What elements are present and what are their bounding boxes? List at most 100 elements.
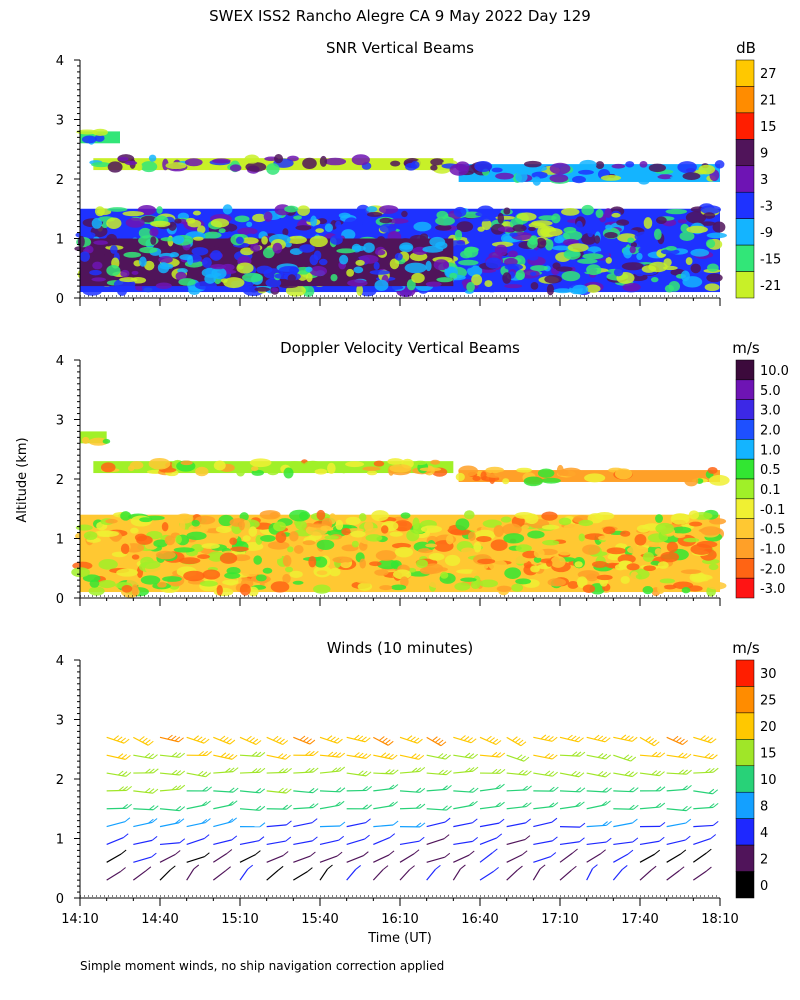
wind-barb [347,869,356,880]
wind-barb [533,822,552,826]
wind-barb [640,737,654,745]
wind-barb [293,807,313,808]
heatmap-cell [139,517,152,522]
heatmap-cell [287,546,293,552]
colorbar-swatch [736,766,754,792]
heatmap-cell [561,208,579,216]
wind-barb-flag [232,755,237,759]
wind-barb [213,840,231,845]
wind-barb [480,806,500,809]
colorbar-label: 10.0 [760,364,789,379]
heatmap-cell [299,244,315,253]
heatmap-cell [524,476,543,486]
wind-barb-flag [571,771,576,775]
wind-barb [507,823,526,827]
heatmap-cell [563,227,576,233]
wind-barb-flag [602,772,607,776]
wind-barb-flag [121,868,126,872]
heatmap-cell [426,282,442,287]
wind-barb [107,872,121,881]
heatmap-cell [686,226,708,234]
winds-panel-title: Winds (10 minutes) [327,639,474,657]
heatmap-cell [91,162,110,167]
heatmap-cell [435,225,451,231]
heatmap-cell [289,531,298,541]
heatmap-cell [381,525,388,533]
heatmap-cell [370,270,390,275]
heatmap-cell [486,258,502,269]
wind-barb-flag [571,736,576,740]
heatmap-cell [162,576,182,582]
wind-barb [667,823,686,827]
heatmap-cell [474,161,492,172]
colorbar-swatch [736,819,754,845]
heatmap-cell [678,219,687,223]
colorbar-label: -0.5 [760,523,785,538]
wind-barb [667,789,687,790]
wind-barb-flag [176,771,181,775]
heatmap-cell [107,207,127,212]
wind-barb [560,853,573,862]
snr-colorbar: 27211593-3-9-15-21 [736,60,781,298]
heatmap-cell [654,229,662,240]
wind-barb [187,869,194,880]
heatmap-cell [119,277,137,282]
wind-barb [533,869,540,880]
wind-barb-flag [460,736,465,740]
heatmap-cell [165,535,175,545]
heatmap-cell [156,283,172,289]
heatmap-cell [313,584,331,593]
wind-barb-flag [632,773,637,777]
heatmap-cell [411,273,425,283]
heatmap-cell [157,582,167,588]
heatmap-cell [260,535,276,542]
wind-barb-flag [362,771,367,775]
heatmap-cell [261,236,268,245]
wind-barb-flag [145,740,150,744]
heatmap-cell [242,273,263,282]
wind-barb [693,853,706,862]
wind-barb-flag [283,852,288,856]
heatmap-cell [99,559,118,570]
wind-barb-flag [393,821,398,825]
heatmap-cell [150,236,156,245]
heatmap-cell [707,232,727,238]
heatmap-cell [660,578,675,583]
y-tick-label: 2 [56,773,64,788]
heatmap-cell [550,174,569,183]
heatmap-cell [401,512,411,518]
wind-barb-flag [681,850,686,854]
heatmap-cell [530,272,536,276]
doppler-panel-title: Doppler Velocity Vertical Beams [280,339,520,357]
wind-barb-flag [522,771,527,775]
wind-barb-flag [340,753,345,757]
heatmap-cell [123,252,141,258]
wind-barb-flag [519,770,524,774]
heatmap-cell [136,535,153,544]
wind-barb-flag [337,739,342,743]
heatmap-cell [369,561,381,566]
wind-barb-flag [517,866,522,870]
heatmap-cell [617,233,637,242]
heatmap-cell [530,265,548,271]
heatmap-cell [706,239,715,248]
heatmap-cell [471,581,480,589]
heatmap-cell [178,278,195,286]
heatmap-cell [552,262,560,269]
colorbar-swatch [736,519,754,539]
heatmap-cell [429,553,445,561]
colorbar-label: 20 [760,720,777,735]
wind-barb [373,838,389,845]
wind-barb-flag [419,755,424,759]
wind-barb-flag [676,738,681,742]
heatmap-cell [179,254,192,260]
heatmap-cell [266,163,279,175]
heatmap-cell [595,512,614,520]
wind-barb-flag [526,819,531,823]
wind-barb-flag [711,739,716,743]
wind-barb-flag [549,772,554,776]
heatmap-cell [597,575,613,580]
heatmap-cell [649,164,666,172]
heatmap-cell [271,288,278,292]
wind-barb [507,855,523,863]
